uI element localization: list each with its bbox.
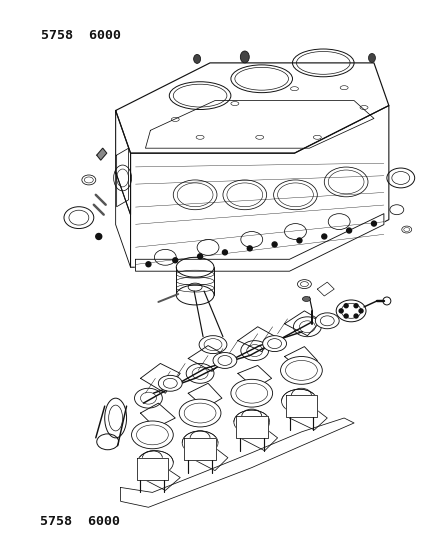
Polygon shape (121, 418, 354, 507)
Polygon shape (240, 428, 278, 451)
Ellipse shape (315, 313, 339, 329)
Circle shape (96, 233, 102, 239)
Ellipse shape (263, 336, 286, 352)
Polygon shape (188, 383, 222, 408)
Circle shape (297, 238, 302, 243)
Circle shape (247, 246, 252, 251)
Circle shape (272, 242, 277, 247)
Polygon shape (116, 110, 131, 215)
Ellipse shape (131, 421, 173, 449)
Polygon shape (188, 345, 228, 372)
Polygon shape (140, 467, 180, 490)
Polygon shape (137, 458, 168, 480)
Circle shape (359, 309, 363, 313)
Circle shape (372, 221, 377, 226)
Circle shape (339, 309, 343, 313)
Ellipse shape (179, 399, 221, 427)
Circle shape (354, 314, 358, 318)
Ellipse shape (369, 53, 375, 62)
Circle shape (344, 304, 348, 308)
Polygon shape (285, 395, 317, 417)
Polygon shape (289, 408, 327, 430)
Polygon shape (140, 403, 175, 428)
Circle shape (198, 254, 202, 259)
Ellipse shape (182, 431, 218, 455)
Text: 5758  6000: 5758 6000 (41, 29, 121, 42)
Polygon shape (116, 63, 389, 153)
Polygon shape (285, 346, 317, 370)
Polygon shape (238, 327, 276, 352)
Circle shape (347, 228, 351, 233)
Polygon shape (131, 106, 389, 267)
Circle shape (146, 262, 151, 266)
Ellipse shape (137, 451, 173, 474)
Text: 5758  6000: 5758 6000 (40, 515, 120, 528)
Ellipse shape (213, 352, 237, 368)
Circle shape (322, 234, 327, 239)
Circle shape (173, 258, 178, 263)
Polygon shape (97, 148, 107, 160)
Polygon shape (190, 448, 228, 471)
Ellipse shape (303, 296, 310, 302)
Ellipse shape (282, 389, 317, 413)
Polygon shape (238, 366, 272, 388)
Ellipse shape (158, 375, 182, 391)
Circle shape (354, 304, 358, 308)
Circle shape (344, 314, 348, 318)
Polygon shape (184, 438, 216, 459)
Ellipse shape (281, 357, 322, 384)
Ellipse shape (193, 54, 201, 63)
Circle shape (223, 250, 227, 255)
Polygon shape (236, 416, 268, 438)
Ellipse shape (241, 51, 249, 63)
Ellipse shape (234, 410, 270, 434)
Ellipse shape (231, 379, 273, 407)
Polygon shape (116, 172, 131, 267)
Polygon shape (140, 364, 180, 393)
Polygon shape (285, 311, 321, 336)
Polygon shape (136, 214, 384, 271)
